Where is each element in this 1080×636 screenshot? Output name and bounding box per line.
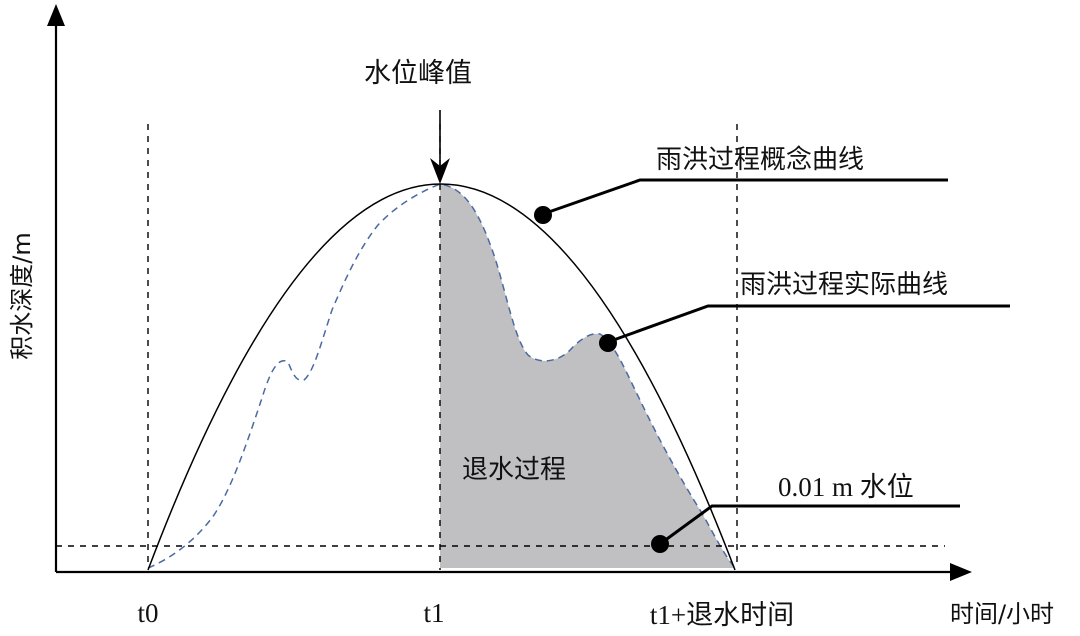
concept-curve [147, 183, 736, 571]
threshold-leader [659, 504, 960, 546]
x-axis-label: 时间/小时 [950, 600, 1054, 628]
tick-label-t0: t0 [137, 598, 158, 628]
actual-curve-leader [607, 304, 1010, 344]
threshold-label: 0.01 m 水位 [778, 472, 914, 502]
y-axis-arrow-icon [47, 4, 65, 26]
tick-label-t1: t1 [423, 598, 444, 628]
concept-curve-label: 雨洪过程概念曲线 [656, 145, 864, 175]
tick-label-t-end: t1+退水时间 [650, 600, 794, 630]
y-axis-label: 积水深度/m [8, 232, 36, 359]
recession-label: 退水过程 [462, 455, 566, 485]
x-axis-arrow-icon [950, 563, 972, 581]
peak-arrow-icon [430, 158, 450, 184]
concept-curve-marker [534, 206, 552, 224]
actual-curve-marker [599, 334, 617, 352]
recession-shaded-area [440, 184, 735, 568]
threshold-marker [651, 535, 669, 553]
peak-label: 水位峰值 [364, 58, 472, 89]
concept-curve-leader [542, 178, 948, 216]
actual-curve-label: 雨洪过程实际曲线 [740, 270, 948, 300]
